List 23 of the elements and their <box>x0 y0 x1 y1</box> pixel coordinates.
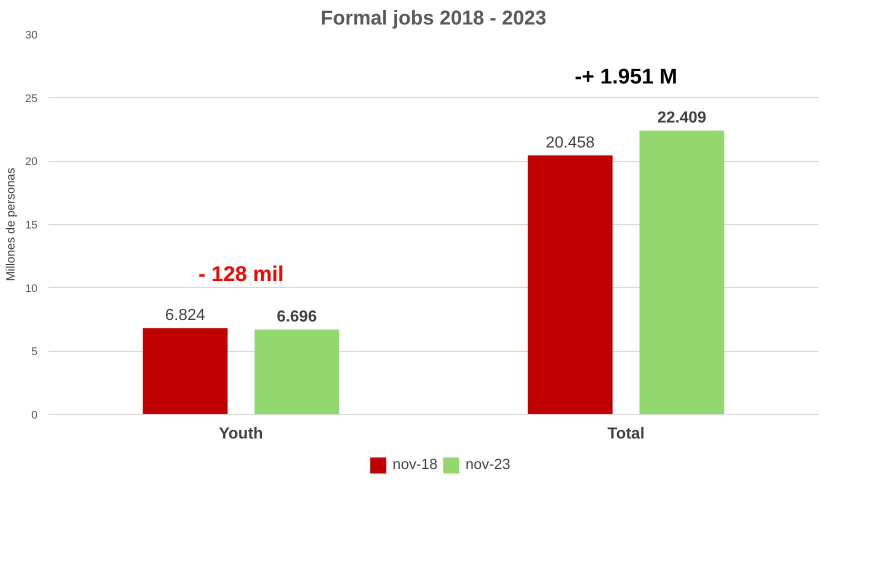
annotation: - 128 mil <box>198 262 284 286</box>
data-label: 6.696 <box>276 308 317 326</box>
y-axis-title: Millones de personas <box>3 168 18 282</box>
x-tick-label: Total <box>607 426 645 442</box>
chart-title: Formal jobs 2018 - 2023 <box>320 8 546 30</box>
y-tick-label: 15 <box>25 220 38 232</box>
y-tick-label: 20 <box>25 156 38 168</box>
y-tick-label: 10 <box>25 282 38 295</box>
legend-label: nov-18 <box>392 457 438 473</box>
legend-label: nov-23 <box>466 457 510 473</box>
x-tick-label: Youth <box>218 426 264 442</box>
data-label: 20.458 <box>546 134 595 152</box>
bar <box>639 130 724 414</box>
y-tick-label: 30 <box>25 30 38 42</box>
bar <box>528 155 613 414</box>
y-tick-label: 5 <box>31 346 38 358</box>
y-tick-label: 0 <box>31 410 38 422</box>
annotation: -+ 1.951 M <box>574 64 678 89</box>
y-tick-label: 25 <box>25 92 38 105</box>
data-label: 22.409 <box>657 110 706 127</box>
bar <box>254 330 340 414</box>
bar <box>142 328 228 414</box>
data-label: 6.824 <box>165 307 206 324</box>
